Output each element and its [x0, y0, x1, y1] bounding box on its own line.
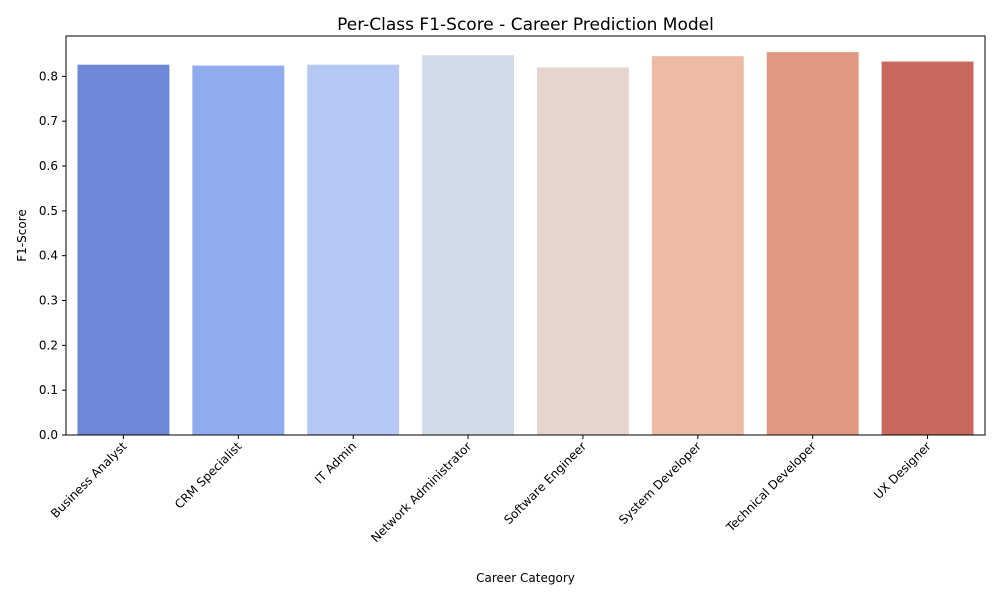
x-axis-label: Career Category [476, 571, 575, 585]
y-axis: 0.0 0.1 0.2 0.3 0.4 0.5 0.6 0.7 0.8 [39, 69, 66, 442]
y-tick-label: 0.8 [39, 69, 58, 83]
y-tick-label: 0.5 [39, 204, 58, 218]
y-tick-label: 0.7 [39, 114, 58, 128]
y-tick-label: 0.1 [39, 383, 58, 397]
bar-technical-developer [766, 52, 859, 436]
y-axis-label: F1-Score [15, 209, 29, 261]
bar-it-admin [307, 64, 400, 435]
bars-group [77, 52, 974, 436]
y-tick-label: 0.3 [39, 294, 58, 308]
bar-network-administrator [422, 55, 515, 435]
x-tick-label: CRM Specialist [172, 439, 245, 512]
bar-crm-specialist [192, 65, 285, 436]
y-tick-label: 0.4 [39, 249, 58, 263]
plot-frame [65, 35, 986, 436]
bar-software-engineer [536, 67, 629, 435]
x-tick-label: Technical Developer [723, 439, 819, 535]
x-tick-label: IT Admin [312, 439, 359, 486]
y-tick-label: 0.0 [39, 428, 58, 442]
x-tick-label: Network Administrator [368, 439, 474, 545]
x-tick-label: Business Analyst [48, 439, 130, 521]
x-tick-label: UX Designer [871, 439, 934, 502]
y-tick-label: 0.6 [39, 159, 58, 173]
y-tick-label: 0.2 [39, 338, 58, 352]
bar-business-analyst [77, 64, 170, 435]
x-tick-label: Software Engineer [501, 439, 589, 527]
bar-system-developer [651, 56, 744, 435]
chart-title: Per-Class F1-Score - Career Prediction M… [337, 15, 714, 35]
x-axis: Business Analyst CRM Specialist IT Admin Ne… [48, 435, 934, 545]
bar-ux-designer [881, 61, 974, 436]
x-tick-label: System Developer [616, 439, 704, 527]
